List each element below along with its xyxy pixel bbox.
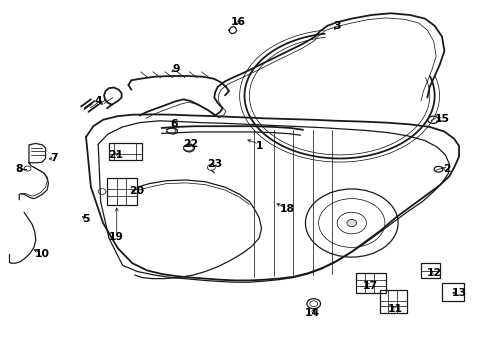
Text: 10: 10 — [35, 248, 50, 258]
Text: 2: 2 — [442, 164, 450, 174]
Text: 12: 12 — [426, 268, 441, 278]
Text: 1: 1 — [255, 141, 263, 151]
Text: 16: 16 — [231, 17, 245, 27]
Bar — [109, 143, 142, 160]
Text: 23: 23 — [207, 159, 223, 169]
Text: 14: 14 — [305, 308, 320, 318]
Text: 9: 9 — [172, 64, 180, 74]
Text: 15: 15 — [434, 114, 448, 124]
Bar — [107, 178, 137, 205]
Bar — [379, 290, 406, 314]
Text: 17: 17 — [362, 281, 377, 291]
Text: 3: 3 — [333, 21, 340, 31]
Text: 6: 6 — [170, 120, 177, 129]
Text: 20: 20 — [128, 186, 143, 196]
Bar — [441, 283, 464, 301]
Text: 22: 22 — [183, 139, 198, 149]
Text: 7: 7 — [50, 153, 58, 163]
Text: 4: 4 — [94, 96, 102, 106]
Text: 19: 19 — [109, 232, 124, 242]
Circle shape — [346, 220, 356, 226]
Text: 11: 11 — [387, 304, 402, 314]
Text: 21: 21 — [107, 150, 122, 160]
Text: 5: 5 — [82, 215, 90, 224]
Text: 18: 18 — [279, 204, 294, 214]
Bar — [420, 263, 439, 278]
Text: 13: 13 — [450, 288, 466, 298]
Text: 8: 8 — [16, 164, 23, 174]
Bar — [355, 273, 385, 293]
